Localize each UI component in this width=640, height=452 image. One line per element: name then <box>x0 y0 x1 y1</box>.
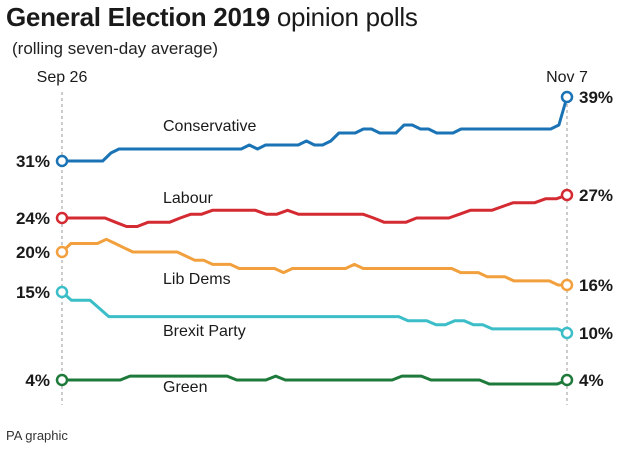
labour-end-label: 27% <box>579 186 613 205</box>
brexit-party-start-marker <box>55 285 69 299</box>
source-credit: PA graphic <box>6 428 68 443</box>
labour-start-marker <box>55 211 69 225</box>
green-line <box>60 374 569 386</box>
conservative-line <box>60 95 569 163</box>
brexit-party-series-label: Brexit Party <box>163 323 246 340</box>
title-bold: General Election 2019 <box>6 2 270 32</box>
chart-subtitle: (rolling seven-day average) <box>12 39 218 58</box>
chart-title: General Election 2019 opinion polls <box>6 2 418 33</box>
series-layer: 31% 39% Conservative 24% 27% Labour 20% 16% Lib … <box>16 88 613 396</box>
conservative-end-label: 39% <box>579 88 613 107</box>
green-end-marker <box>560 373 574 387</box>
lib-dems-series-label: Lib Dems <box>163 271 231 288</box>
labour-end-marker <box>560 188 574 202</box>
lib-dems-line <box>60 237 569 287</box>
green-end-label: 4% <box>579 371 604 390</box>
green-start-marker <box>55 373 69 387</box>
green-start-label: 4% <box>25 371 50 390</box>
lib-dems-end-label: 16% <box>579 276 613 295</box>
green-series-label: Green <box>163 379 207 396</box>
conservative-end-marker <box>560 90 574 104</box>
conservative-start-marker <box>55 154 69 168</box>
labour-series-label: Labour <box>163 190 213 207</box>
brexit-party-line <box>60 290 569 335</box>
lib-dems-start-label: 20% <box>16 243 50 262</box>
brexit-party-end-label: 10% <box>579 324 613 343</box>
lib-dems-end-marker <box>560 278 574 292</box>
brexit-party-end-marker <box>560 326 574 340</box>
brexit-party-start-label: 15% <box>16 283 50 302</box>
conservative-start-label: 31% <box>16 152 50 171</box>
x-start-label: Sep 26 <box>37 69 88 86</box>
title-light: opinion polls <box>276 2 418 32</box>
labour-start-label: 24% <box>16 209 50 228</box>
conservative-series-label: Conservative <box>163 118 256 135</box>
lib-dems-start-marker <box>55 245 69 259</box>
x-end-label: Nov 7 <box>546 69 588 86</box>
labour-line <box>60 193 569 228</box>
